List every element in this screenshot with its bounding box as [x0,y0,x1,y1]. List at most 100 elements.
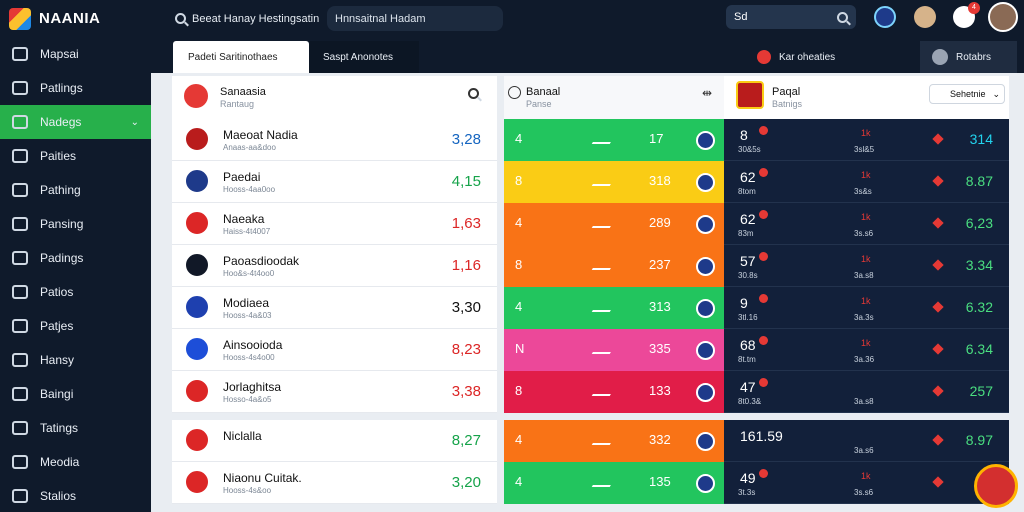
app-icon[interactable] [874,6,896,28]
stats-cell[interactable]: 161.59 3a.s6 8.97 [724,420,1009,462]
club-icon[interactable] [696,173,715,192]
market-cell[interactable]: 4 135 [504,462,724,504]
logo-icon [9,7,31,30]
main: Padeti Saritinothaes Saspt Anonotes Kar … [151,37,1024,512]
lane-label: 8 [515,173,523,188]
sidebar-item-paities[interactable]: Paities [0,139,151,173]
sidebar-item-stalios[interactable]: Stalios [0,479,151,512]
market-cell[interactable]: 4 289 [504,203,724,245]
stats-cell[interactable]: 8 30&5s 1k 3sl&5 314 [724,119,1009,161]
market-cell[interactable]: 4 313 [504,287,724,329]
stats-cell[interactable]: 57 30.8s 1k 3a.s8 3.34 [724,245,1009,287]
club-icon[interactable] [696,432,715,451]
club-icon[interactable] [696,299,715,318]
market-stat: 3a.s8 [854,271,874,280]
expand-icon[interactable]: ⇹ [701,86,712,100]
team-odds[interactable]: 1,63 [451,215,481,232]
team-odds[interactable]: 8,27 [451,432,481,449]
profile-avatar[interactable] [988,2,1018,32]
market-cell[interactable]: 4 17 [504,119,724,161]
favorite-icon[interactable] [932,476,944,488]
sidebar-item-baingi[interactable]: Baingi [0,377,151,411]
team-odds[interactable]: 4,15 [451,173,481,190]
team-odds[interactable]: 3,38 [451,383,481,400]
team-odds[interactable]: 1,16 [451,257,481,274]
market-cell[interactable]: 4 332 [504,420,724,462]
favorite-icon[interactable] [932,434,944,446]
stat-primary: 62 [740,211,756,227]
sidebar-item-nadegs[interactable]: Nadegs ⌄ [0,105,151,139]
team-row[interactable]: Niclalla 8,27 [172,420,497,462]
favorite-icon[interactable] [932,259,944,271]
header-left-sub: Rantaug [220,99,255,109]
team-row[interactable]: Paedai Hooss-4aa0oo 4,15 [172,161,497,203]
team-row[interactable]: Niaonu Cuitak. Hooss-4s&oo 3,20 [172,462,497,504]
stats-cell[interactable]: 47 8t0.3& 3a.s8 257 [724,371,1009,413]
search-icon[interactable] [468,88,479,99]
club-icon[interactable] [696,474,715,493]
tab-padeti[interactable]: Padeti Saritinothaes [173,41,309,73]
team-row[interactable]: Maeoat Nadia Anaas-aa&doo 3,28 [172,119,497,161]
market-cell[interactable]: 8 133 [504,371,724,413]
tab-rotabrs[interactable]: Rotabrs [920,41,1017,73]
team-odds[interactable]: 3,20 [451,474,481,491]
favorite-icon[interactable] [932,385,944,397]
header-mid-title: Banaal [526,86,561,98]
team-row[interactable]: Ainsooioda Hooss-4s4o00 8,23 [172,329,497,371]
team-odds[interactable]: 3,30 [451,299,481,316]
sidebar-item-tatings[interactable]: Tatings [0,411,151,445]
search-icon[interactable] [837,11,848,23]
sidebar-item-meodia[interactable]: Meodia [0,445,151,479]
avatar[interactable] [914,6,936,28]
logo[interactable]: NAANIA [9,7,159,30]
stat-primary: 9 [740,295,748,311]
favorite-icon[interactable] [932,343,944,355]
stats-cell[interactable]: 49 3t.3s 1k 3s.s6 32 [724,462,1009,504]
stats-cell[interactable]: 62 83m 1k 3s.s6 6,23 [724,203,1009,245]
sidebar-item-pansing[interactable]: Pansing [0,207,151,241]
market-cell[interactable]: 8 318 [504,161,724,203]
team-meta: Hooss-4aa0oo [223,185,276,194]
club-icon[interactable] [696,131,715,150]
stats-cell[interactable]: 9 3tl.16 1k 3a.3s 6.32 [724,287,1009,329]
club-icon[interactable] [696,383,715,402]
team-odds[interactable]: 3,28 [451,131,481,148]
sidebar-item-pathing[interactable]: Pathing [0,173,151,207]
favorite-icon[interactable] [932,301,944,313]
club-icon[interactable] [696,341,715,360]
team-row[interactable]: Modiaea Hooss-4a&03 3,30 [172,287,497,329]
sidebar-item-patlings[interactable]: Patlings [0,71,151,105]
market-stat: 3s.s6 [854,229,874,238]
club-icon[interactable] [696,215,715,234]
notification-icon[interactable]: 4 [953,2,980,28]
search-bar[interactable]: Beeat Hanay Hestingsatin [175,8,321,30]
favorite-icon[interactable] [932,217,944,229]
sidebar-item-patios[interactable]: Patios [0,275,151,309]
tab-kar[interactable]: Kar oheaties [749,41,919,73]
team-crest-icon [184,469,210,495]
market-cell[interactable]: 8 237 [504,245,724,287]
stats-cell[interactable]: 62 8tom 1k 3s&s 8.87 [724,161,1009,203]
stats-cell[interactable]: 68 8t.tm 1k 3a.36 6.34 [724,329,1009,371]
team-row[interactable]: Jorlaghitsa Hosso-4a&o5 3,38 [172,371,497,413]
sidebar-item-mapsai[interactable]: Mapsai [0,37,151,71]
sidebar-item-hansy[interactable]: Hansy [0,343,151,377]
favorite-icon[interactable] [932,133,944,145]
team-row[interactable]: Paoasdioodak Hoo&s-4t4oo0 1,16 [172,245,497,287]
pin-icon [12,319,28,333]
search-icon[interactable] [175,13,186,24]
filter-input[interactable]: Hnnsaitnal Hadam [327,6,503,31]
team-row[interactable]: Naeaka Haiss-4t4007 1,63 [172,203,497,245]
sidebar-item-padings[interactable]: Padings [0,241,151,275]
sort-dropdown[interactable]: Sehetnie ⌄ [929,84,1005,104]
favorite-icon[interactable] [932,175,944,187]
club-icon[interactable] [696,257,715,276]
team-float-button[interactable] [974,464,1018,508]
tab-saspt[interactable]: Saspt Anonotes [309,41,419,73]
team-odds[interactable]: 8,23 [451,341,481,358]
lane-value: 237 [649,257,671,272]
market-cell[interactable]: N 335 [504,329,724,371]
sidebar-item-patjes[interactable]: Patjes [0,309,151,343]
right-search-input[interactable]: Sd [726,5,856,29]
team-crest-icon [184,210,210,236]
